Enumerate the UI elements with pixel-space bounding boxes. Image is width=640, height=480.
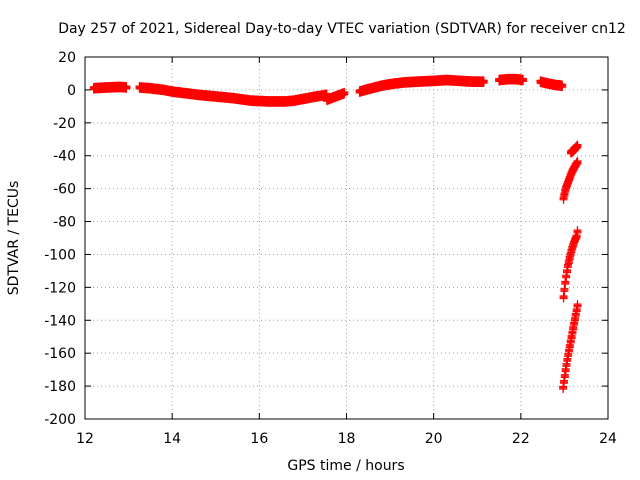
data-point [566, 338, 575, 347]
data-point [567, 248, 576, 257]
x-tick-label: 24 [599, 431, 617, 447]
data-point [560, 373, 569, 382]
axis-ticks: 12 14 16 18 20 22 24-200-180-160-140-120-100-8… [44, 50, 617, 447]
data-point [566, 251, 575, 260]
data-point [573, 228, 582, 237]
data-point [558, 83, 567, 92]
data-point [563, 263, 572, 272]
data-point [571, 312, 580, 321]
data-point [563, 357, 572, 366]
data-point [564, 352, 573, 361]
y-tick-label: -80 [53, 215, 76, 231]
data-point [568, 329, 577, 338]
data-point [560, 191, 569, 200]
data-point [573, 143, 582, 152]
x-tick-label: 20 [425, 431, 443, 447]
data-point [562, 362, 571, 371]
x-tick-label: 14 [163, 431, 181, 447]
data-point [570, 237, 579, 246]
data-point [565, 255, 574, 264]
data-point [559, 294, 568, 303]
y-tick-label: -20 [53, 116, 76, 132]
y-tick-label: -120 [44, 280, 76, 296]
x-axis-label: GPS time / hours [287, 458, 404, 474]
y-tick-label: -180 [44, 379, 76, 395]
chart-title: Day 257 of 2021, Sidereal Day-to-day VTE… [58, 21, 626, 37]
y-tick-label: 20 [58, 50, 76, 66]
data-point [561, 367, 570, 376]
data-point [561, 280, 570, 289]
y-tick-label: -40 [53, 149, 76, 165]
data-point [564, 259, 573, 268]
data-point [573, 159, 582, 168]
data-point [567, 334, 576, 343]
y-tick-label: -140 [44, 313, 76, 329]
data-point [560, 287, 569, 296]
data-point [573, 302, 582, 311]
data-point [567, 170, 576, 179]
data-point [122, 84, 131, 93]
data-point [519, 77, 528, 86]
y-tick-label: -100 [44, 247, 76, 263]
data-point [570, 316, 579, 325]
x-tick-label: 16 [250, 431, 268, 447]
data-point [572, 233, 581, 242]
data-point [559, 379, 568, 388]
y-tick-label: -60 [53, 182, 76, 198]
data-point [563, 268, 572, 277]
data-point [340, 90, 349, 99]
data-point [565, 343, 574, 352]
data-point [565, 347, 574, 356]
data-points [89, 73, 582, 394]
data-point [562, 273, 571, 282]
data-point [572, 307, 581, 316]
data-point [570, 320, 579, 329]
grid-lines [85, 57, 608, 419]
x-tick-label: 18 [338, 431, 356, 447]
y-axis-label: SDTVAR / TECUs [6, 181, 22, 296]
data-point [569, 325, 578, 334]
x-tick-label: 22 [512, 431, 530, 447]
y-tick-label: -160 [44, 346, 76, 362]
data-point [559, 385, 568, 394]
data-point [479, 78, 488, 87]
data-point [571, 235, 580, 244]
y-tick-label: -200 [44, 412, 76, 428]
y-tick-label: 0 [67, 83, 76, 99]
x-tick-label: 12 [76, 431, 94, 447]
data-point [559, 195, 568, 204]
